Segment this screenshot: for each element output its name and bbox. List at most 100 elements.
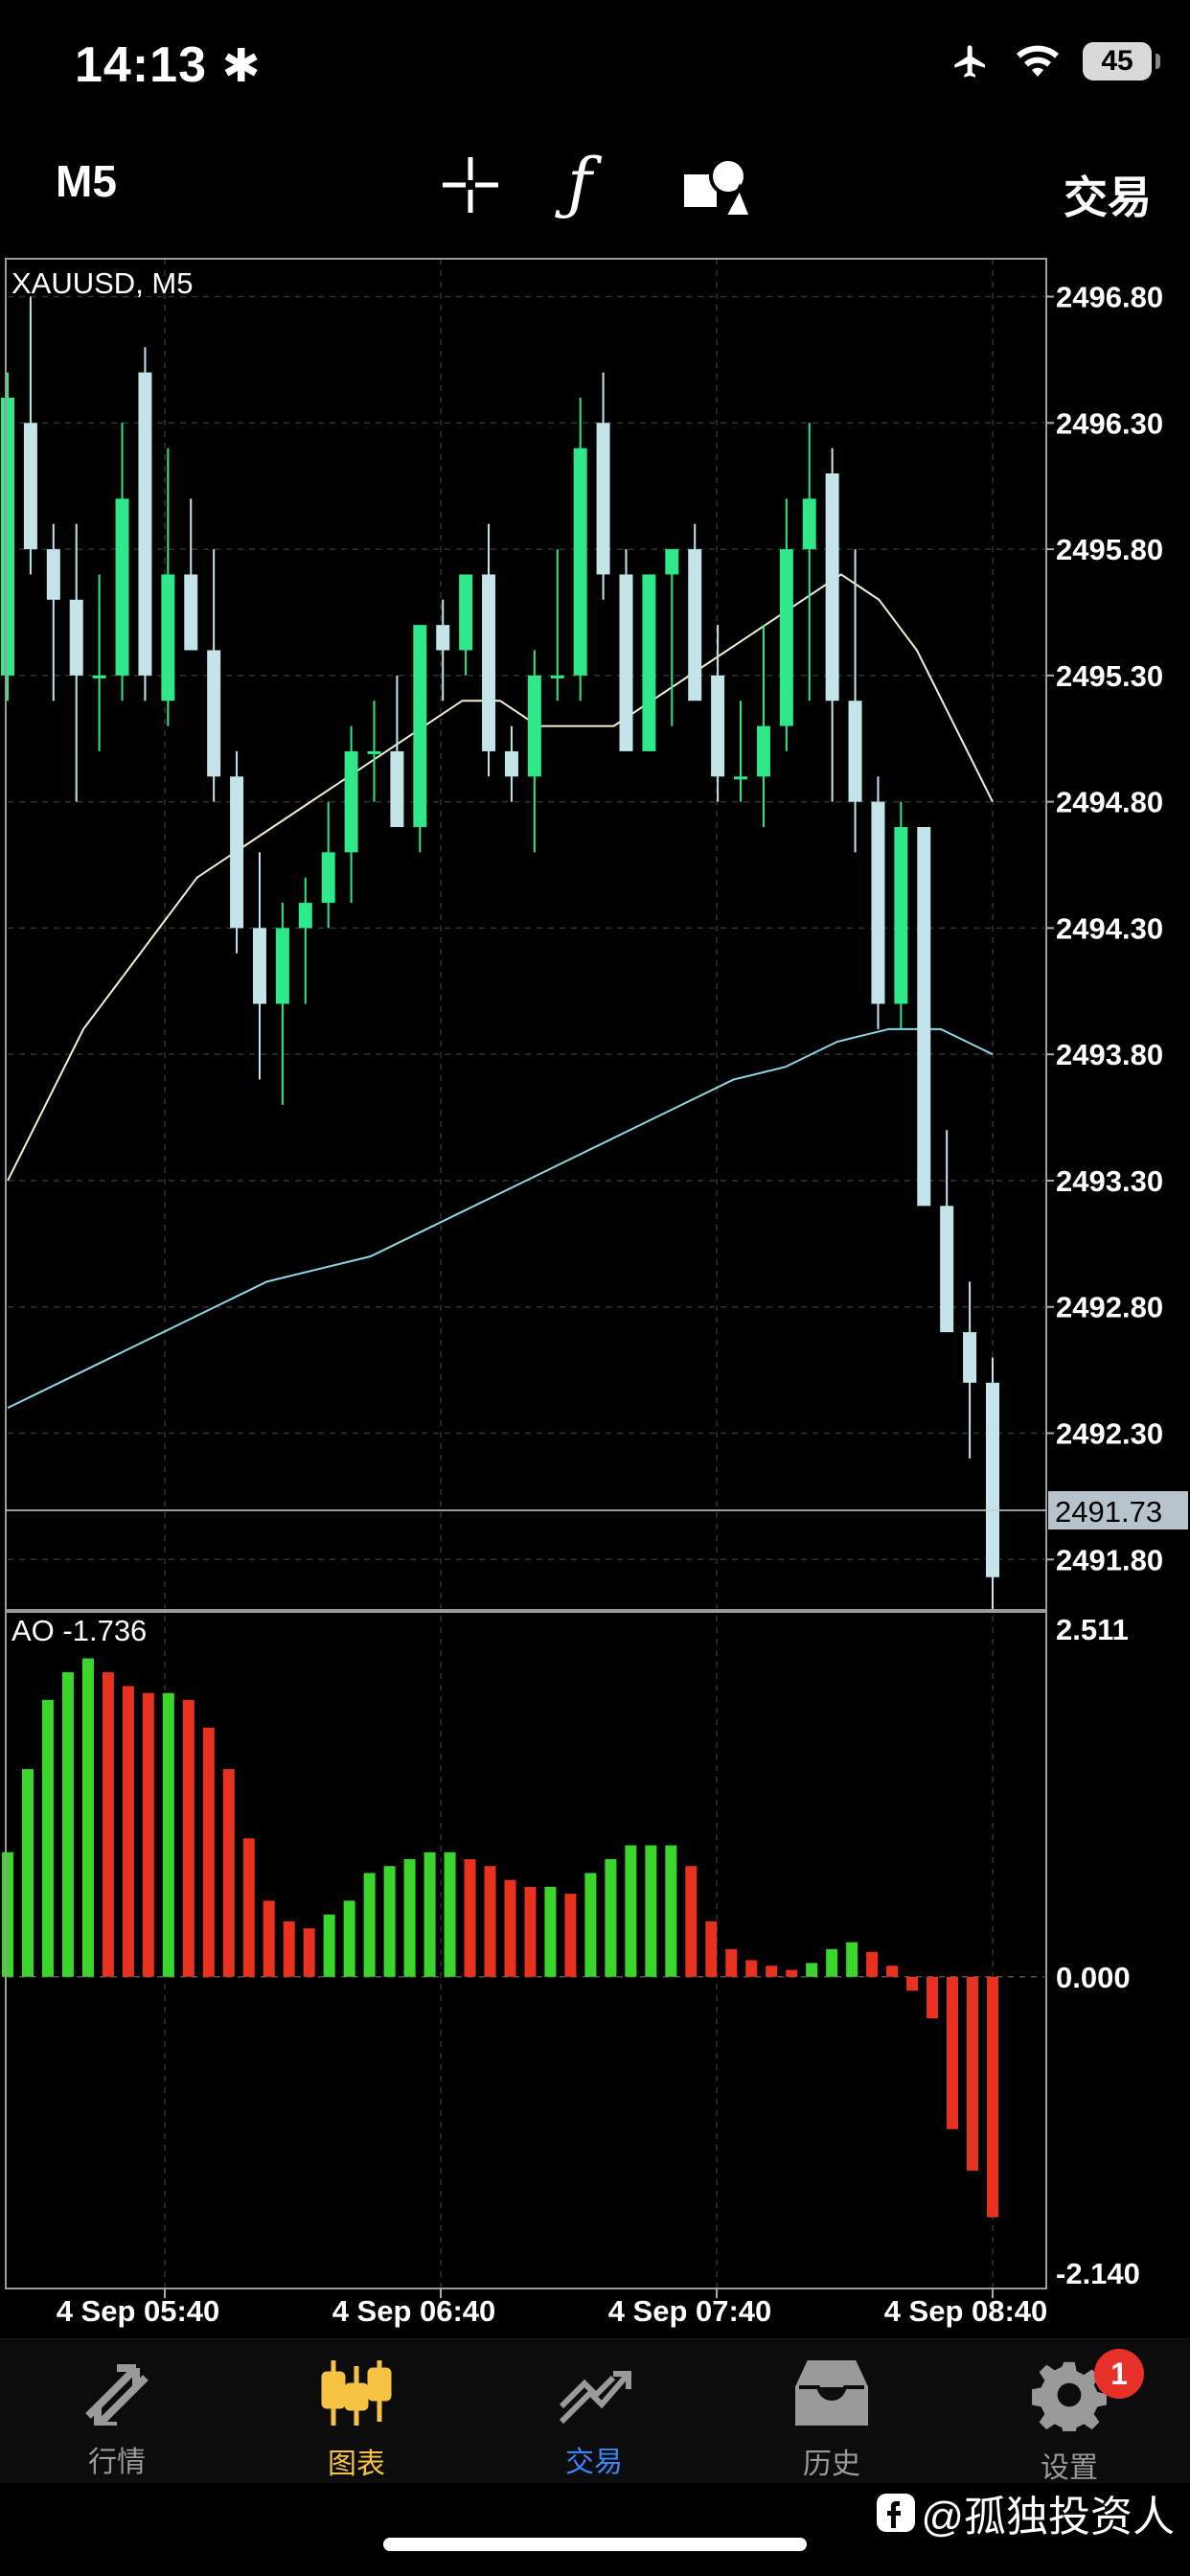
tab-charts[interactable]: 图表 <box>261 2358 452 2482</box>
candle-body <box>550 675 564 678</box>
home-indicator <box>383 2538 807 2551</box>
ao-bar <box>423 1852 436 1977</box>
candle-body <box>619 574 633 751</box>
wifi-icon <box>1017 45 1059 77</box>
price-tick-label: 2493.80 <box>1056 1038 1163 1071</box>
ao-bar <box>685 1866 698 1977</box>
ao-bar <box>21 1769 34 1977</box>
candle-body <box>940 1206 954 1333</box>
price-tick-label: 2491.80 <box>1056 1543 1163 1576</box>
candle-body <box>69 599 83 676</box>
candle-body <box>825 473 839 702</box>
candle-body <box>802 498 816 550</box>
ao-bar <box>826 1948 838 1977</box>
tab-quotes[interactable]: 行情 <box>21 2358 213 2480</box>
candle-body <box>115 498 129 676</box>
function-icon[interactable]: ƒ <box>567 144 592 222</box>
candle-body <box>92 675 106 678</box>
ao-bar <box>987 1976 998 2218</box>
bluetooth-icon: ✱ <box>221 41 262 92</box>
ao-bar <box>786 1969 798 1977</box>
ao-bar <box>444 1852 456 1977</box>
ao-bar <box>222 1769 235 1977</box>
ao-bar <box>705 1921 718 1977</box>
objects-icon[interactable] <box>682 153 751 220</box>
ao-bar <box>524 1886 537 1977</box>
candle-body <box>367 750 381 754</box>
ao-bar <box>866 1951 879 1977</box>
time-tick-label: 4 Sep 08:40 <box>884 2294 1048 2328</box>
ao-bar <box>544 1886 557 1977</box>
ao-bar <box>323 1914 335 1977</box>
candle-body <box>321 852 335 904</box>
candle-body <box>46 549 60 600</box>
candle-body <box>390 750 404 827</box>
ao-bar <box>162 1692 174 1977</box>
ao-bar <box>846 1942 858 1977</box>
price-tick-label: 2495.80 <box>1056 533 1163 566</box>
candle-body <box>779 549 793 726</box>
candle-body <box>986 1382 999 1577</box>
tab-trade[interactable]: 交易 <box>498 2358 690 2480</box>
candle-body <box>252 928 266 1004</box>
settings-badge: 1 <box>1094 2349 1144 2399</box>
ao-bar <box>745 1960 758 1977</box>
ao-bar <box>403 1858 416 1977</box>
candle-body <box>573 448 587 676</box>
timeframe-button[interactable]: M5 <box>56 156 117 206</box>
price-tick-label: 2493.30 <box>1056 1164 1163 1198</box>
candle-body <box>963 1332 977 1383</box>
price-tick-label: 2492.80 <box>1056 1291 1163 1324</box>
time-tick-label: 4 Sep 07:40 <box>608 2294 772 2328</box>
candle-body <box>459 574 473 651</box>
candle-body <box>711 675 725 777</box>
current-price-tag <box>1048 1491 1188 1530</box>
candle-body <box>504 750 518 777</box>
candle-body <box>482 574 496 751</box>
ao-bar <box>41 1699 54 1977</box>
candle-body <box>596 423 610 575</box>
candle-body <box>688 549 702 702</box>
candle-body <box>413 625 427 827</box>
ao-bar <box>725 1948 738 1977</box>
ma-slow-line <box>7 1027 994 1410</box>
tab-history[interactable]: 历史 <box>736 2358 927 2482</box>
ao-bar <box>122 1686 134 1977</box>
ao-bar <box>806 1963 818 1977</box>
candle-body <box>894 826 908 1004</box>
quotes-icon <box>85 2364 149 2429</box>
time-tick-label: 4 Sep 05:40 <box>57 2294 220 2328</box>
candle-body <box>161 574 175 702</box>
history-icon <box>795 2360 868 2426</box>
ao-bar <box>484 1866 496 1977</box>
battery-icon: 45 <box>1083 42 1160 80</box>
ao-bar <box>645 1845 657 1977</box>
status-icons: 45 <box>949 42 1160 80</box>
crosshair-icon[interactable] <box>439 153 502 217</box>
price-tick-label: 2494.30 <box>1056 911 1163 945</box>
ao-bar <box>61 1671 74 1977</box>
tab-bar: 行情 图表 交易 历史 1 设置 <box>0 2338 1190 2486</box>
candle-body <box>436 625 450 651</box>
candle-body <box>1 397 14 676</box>
ao-bar <box>343 1900 355 1977</box>
ao-tick-label: 0.000 <box>1056 1961 1131 1994</box>
trade-icon <box>559 2371 631 2425</box>
ao-bar <box>906 1976 919 1991</box>
current-price-label: 2491.73 <box>1055 1495 1162 1529</box>
ao-bar <box>947 1976 959 2129</box>
tab-settings[interactable]: 1 设置 <box>973 2349 1165 2486</box>
ao-bar <box>605 1858 617 1977</box>
candle-body <box>230 776 244 929</box>
candle-body <box>871 801 885 1004</box>
trade-button[interactable]: 交易 <box>1064 172 1152 222</box>
candles-icon <box>321 2360 392 2426</box>
candle-body <box>207 650 221 777</box>
ao-bar <box>363 1873 376 1977</box>
price-chart[interactable]: XAUUSD, M5 AO -1.736 2496.80 2496.30 2495.… <box>0 0 1190 2338</box>
status-time: 14:13 ✱ <box>75 37 262 93</box>
price-tick-label: 2495.30 <box>1056 659 1163 693</box>
airplane-icon <box>954 45 985 78</box>
candle-body <box>848 701 862 802</box>
candle-body <box>917 826 931 1207</box>
